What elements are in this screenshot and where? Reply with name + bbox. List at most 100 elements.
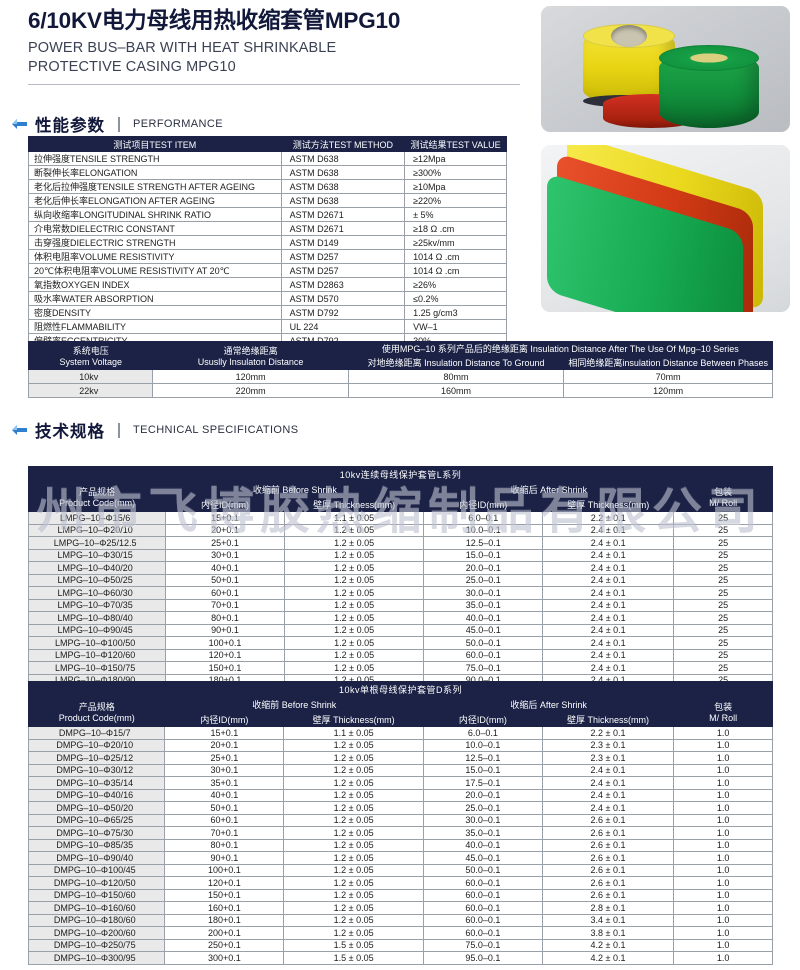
roll-yellow-core-hole — [611, 25, 647, 47]
d-series-product-cn: 产品规格 — [78, 702, 115, 712]
table-cell: 1.2 ± 0.05 — [283, 801, 425, 815]
insulation-col1-cn: 系统电压 — [72, 346, 109, 356]
page-title-en-line1: POWER BUS–BAR WITH HEAT SHRINKABLE — [28, 39, 337, 56]
table-cell: ASTM D2863 — [280, 277, 406, 292]
d-series-pack-cn: 包装 — [714, 702, 733, 712]
table-cell: LMPG–10–Φ80/40 — [27, 611, 167, 625]
table-cell: 1.2 ± 0.05 — [283, 913, 425, 927]
table-cell: 老化后伸长率ELONGATION AFTER AGEING — [28, 193, 282, 208]
table-cell: ≥26% — [404, 277, 507, 292]
table-cell: LMPG–10–Φ25/12.5 — [27, 536, 167, 550]
table-cell: 2.4 ± 0.1 — [541, 763, 675, 777]
table-row: DMPG–10–Φ35/14 35+0.1 1.2 ± 0.05 17.5–0.1 2.… — [27, 776, 773, 790]
performance-col-3: 测试结果TEST VALUE — [404, 136, 507, 152]
table-cell: 20+0.1 — [164, 738, 285, 752]
table-cell: 体积电阻率VOLUME RESISTIVITY — [28, 249, 282, 264]
table-cell: 25 — [673, 636, 773, 650]
table-cell: 25 — [673, 598, 773, 612]
table-cell: ASTM D638 — [280, 151, 406, 166]
table-row: LMPG–10–Φ15/6 15+0.1 1.1 ± 0.05 6.0–0.1 2.2 … — [27, 511, 773, 525]
table-cell: 25 — [673, 586, 773, 600]
table-cell: 12.5–0.1 — [423, 536, 544, 550]
table-cell: 2.4 ± 0.1 — [542, 586, 675, 600]
table-cell: 35.0–0.1 — [423, 826, 543, 840]
table-cell: 1.2 ± 0.05 — [283, 661, 425, 675]
table-row: LMPG–10–Φ30/15 30+0.1 1.2 ± 0.05 15.0–0.1 2.… — [27, 548, 773, 562]
section-title-en-technical: TECHNICAL SPECIFICATIONS — [133, 424, 299, 436]
table-row: 老化后伸长率ELONGATION AFTER AGEING ASTM D638 ≥2… — [28, 193, 507, 208]
table-cell: 1.2 ± 0.05 — [283, 548, 425, 562]
table-row: LMPG–10–Φ25/12.5 25+0.1 1.2 ± 0.05 12.5–0.1… — [27, 536, 773, 550]
d-series-col-before-thickness: 壁厚 Thickness(mm) — [283, 711, 425, 727]
table-cell: DMPG–10–Φ150/60 — [27, 888, 166, 902]
table-cell: 60.0–0.1 — [423, 901, 543, 915]
table-cell: 10.0–0.1 — [423, 738, 543, 752]
d-series-product-en: Product Code(mm) — [58, 713, 135, 723]
table-cell: 60.0–0.1 — [423, 926, 543, 940]
table-cell: 1.2 ± 0.05 — [283, 536, 425, 550]
table-cell: 1.2 ± 0.05 — [283, 876, 425, 890]
table-cell: DMPG–10–Φ20/10 — [27, 738, 166, 752]
table-cell: 1.25 g/cm3 — [404, 305, 507, 320]
table-cell: 10.0–0.1 — [423, 523, 544, 537]
table-cell: 100+0.1 — [165, 636, 285, 650]
table-cell: 1.2 ± 0.05 — [283, 751, 425, 765]
table-cell: 1.0 — [673, 788, 773, 802]
l-series-product-en: Product Code(mm) — [59, 498, 136, 508]
d-series-col-packing: 包装 M/ Roll — [673, 696, 773, 727]
table-cell: 300+0.1 — [164, 951, 285, 965]
table-cell: 1.0 — [673, 826, 773, 840]
page-title-en: POWER BUS–BAR WITH HEAT SHRINKABLE PROTE… — [28, 39, 518, 77]
table-cell: 50+0.1 — [164, 801, 285, 815]
table-cell: 120+0.1 — [164, 876, 285, 890]
l-series-col-packing: 包装 M/ Roll — [673, 481, 773, 512]
table-cell: 1.0 — [673, 738, 773, 752]
l-series-col-product: 产品规格 Product Code(mm) — [27, 481, 167, 512]
table-cell: 25 — [673, 573, 773, 587]
table-cell: LMPG–10–Φ100/50 — [27, 636, 167, 650]
table-row: DMPG–10–Φ85/35 80+0.1 1.2 ± 0.05 40.0–0.1 2.… — [27, 838, 773, 852]
section-title-cn-technical: 技术规格 — [35, 423, 105, 441]
table-cell: 45.0–0.1 — [423, 851, 543, 865]
table-cell: 30+0.1 — [165, 548, 285, 562]
table-cell: DMPG–10–Φ200/60 — [27, 926, 166, 940]
table-row: 拉伸强度TENSILE STRENGTH ASTM D638 ≥12Mpa — [28, 151, 507, 166]
table-row: 20℃体积电阻率VOLUME RESISTIVITY AT 20℃ ASTM D2… — [28, 263, 507, 278]
section-divider — [118, 116, 120, 132]
table-cell: 1.2 ± 0.05 — [283, 648, 425, 662]
table-cell: 1.2 ± 0.05 — [283, 738, 425, 752]
table-cell: 1.2 ± 0.05 — [283, 901, 425, 915]
table-cell: 25.0–0.1 — [423, 573, 544, 587]
table-cell: 100+0.1 — [164, 863, 285, 877]
performance-col-1: 测试项目TEST ITEM — [28, 136, 282, 152]
table-cell: 25 — [673, 661, 773, 675]
performance-table-body: 拉伸强度TENSILE STRENGTH ASTM D638 ≥12Mpa 断裂伸长率… — [28, 151, 507, 362]
table-row: DMPG–10–Φ50/20 50+0.1 1.2 ± 0.05 25.0–0.1 2.… — [27, 801, 773, 815]
table-cell: 75.0–0.1 — [423, 938, 543, 952]
table-cell: 2.2 ± 0.1 — [541, 726, 675, 740]
insulation-header-row-2: 对地绝缘距离 Insulation Distance To Ground 相同绝… — [29, 355, 773, 370]
table-row: DMPG–10–Φ160/60 160+0.1 1.2 ± 0.05 60.0–0.1… — [27, 901, 773, 915]
table-cell: 60+0.1 — [164, 813, 285, 827]
table-row: 阻燃性FLAMMABILITY UL 224 VW–1 — [28, 319, 507, 334]
table-cell: DMPG–10–Φ75/30 — [27, 826, 166, 840]
table-cell: DMPG–10–Φ180/60 — [27, 913, 166, 927]
table-cell: LMPG–10–Φ70/35 — [27, 598, 167, 612]
table-cell: DMPG–10–Φ50/20 — [27, 801, 166, 815]
table-cell: 击穿强度DIELECTRIC STRENGTH — [28, 235, 282, 250]
table-cell: 1.2 ± 0.05 — [283, 776, 425, 790]
table-cell: 3.4 ± 0.1 — [541, 913, 675, 927]
table-row: 断裂伸长率ELONGATION ASTM D638 ≥300% — [28, 165, 507, 180]
table-cell: 70mm — [563, 369, 773, 384]
table-cell: 12.5–0.1 — [423, 751, 543, 765]
table-row: 纵向收缩率LONGITUDINAL SHRINK RATIO ASTM D2671… — [28, 207, 507, 222]
insulation-distance-table: 系统电压 System Voltage 通常绝缘距离 Ususlly Insul… — [27, 341, 774, 398]
insulation-col-between-phases: 相同绝缘距离insulation Distance Between Phases — [563, 355, 773, 370]
table-cell: 1.0 — [673, 763, 773, 777]
table-cell: DMPG–10–Φ90/40 — [27, 851, 166, 865]
table-cell: 6.0–0.1 — [423, 511, 544, 525]
table-cell: 1.1 ± 0.05 — [283, 726, 425, 740]
table-cell: 1.0 — [673, 863, 773, 877]
table-cell: 15+0.1 — [164, 726, 285, 740]
table-cell: 50.0–0.1 — [423, 863, 543, 877]
